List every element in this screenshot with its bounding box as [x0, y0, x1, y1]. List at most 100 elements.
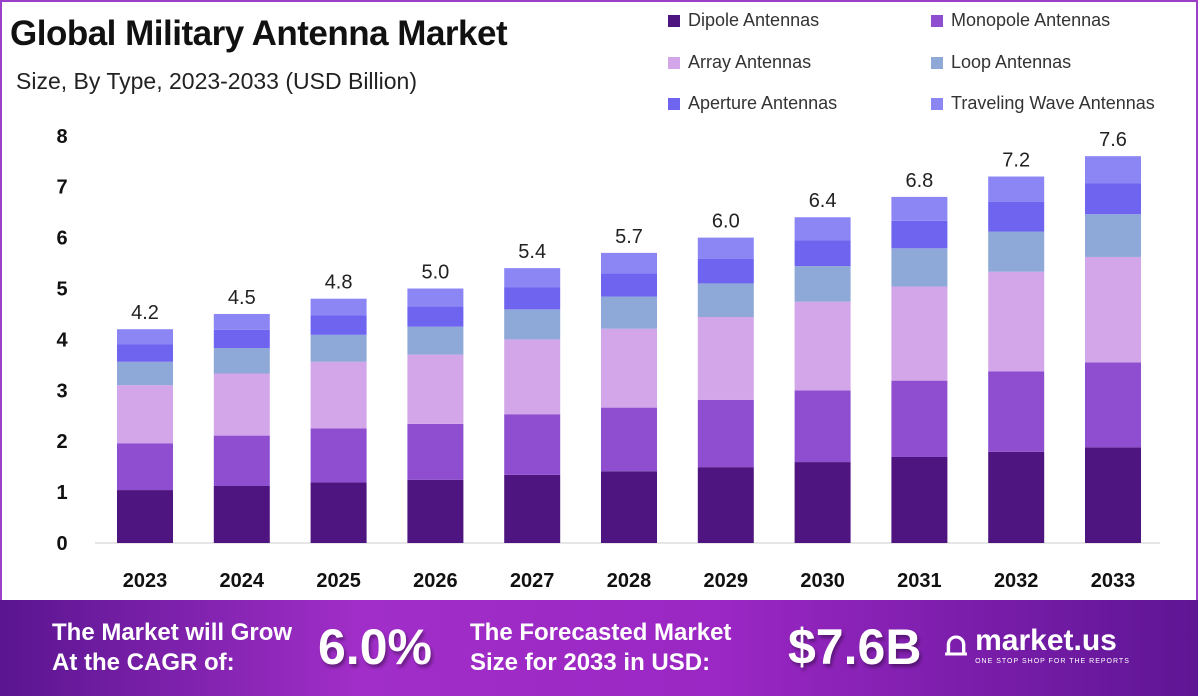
bar-segment-array-antennas [601, 328, 657, 408]
bar-total-label: 5.0 [421, 262, 449, 284]
legend-label: Aperture Antennas [688, 93, 838, 113]
bar-segment-dipole-antennas [504, 474, 561, 543]
bar-total-label: 6.8 [905, 170, 933, 192]
x-tick-label: 2030 [800, 570, 845, 592]
bar-segment-monopole-antennas [891, 380, 948, 457]
bar-segment-dipole-antennas [213, 485, 270, 543]
bar-segment-array-antennas [407, 354, 464, 424]
legend-swatch [668, 97, 680, 110]
bar-segment-traveling-wave-antennas [988, 176, 1045, 202]
bar-segment-aperture-antennas [891, 220, 948, 249]
x-tick-label: 2027 [510, 570, 555, 592]
x-tick-label: 2024 [220, 570, 265, 592]
legend-swatch [668, 14, 680, 27]
x-tick-label: 2025 [316, 570, 361, 592]
y-tick-label: 1 [56, 482, 67, 504]
logo-mark-icon: ⩍ [945, 625, 968, 663]
bar-segment-monopole-antennas [117, 443, 173, 491]
bar-segment-traveling-wave-antennas [891, 196, 948, 221]
bar-segment-loop-antennas [117, 361, 173, 386]
bar-segment-monopole-antennas [601, 407, 657, 472]
y-tick-label: 7 [56, 177, 67, 199]
y-tick-label: 4 [56, 329, 68, 351]
bar-segment-aperture-antennas [407, 306, 464, 327]
summary-banner: The Market will Grow At the CAGR of: 6.0… [0, 600, 1198, 696]
x-tick-label: 2026 [413, 570, 458, 592]
bar-total-label: 4.8 [325, 272, 353, 294]
chart-plot: 0 1 2 3 4 5 6 7 8 4.2 2023 4.5 2024 4.8 2025 5.0 2026 5.4… [56, 126, 1160, 592]
bar-segment-traveling-wave-antennas [213, 313, 270, 330]
market-us-logo: ⩍ market.us ONE STOP SHOP FOR THE REPORT… [945, 624, 1130, 665]
bar-segment-traveling-wave-antennas [794, 217, 851, 241]
bar-segment-dipole-antennas [697, 467, 754, 543]
bar-segment-array-antennas [1085, 256, 1141, 363]
forecast-value: $7.6B [788, 619, 922, 675]
bar-segment-array-antennas [504, 339, 561, 415]
bar-segment-loop-antennas [407, 326, 464, 355]
bar-segment-dipole-antennas [1085, 447, 1141, 543]
bar-total-label: 4.2 [131, 302, 159, 324]
bar-segment-loop-antennas [891, 248, 948, 287]
legend-swatch [931, 56, 943, 69]
logo-tagline: ONE STOP SHOP FOR THE REPORTS [975, 658, 1130, 665]
x-tick-label: 2031 [897, 570, 942, 592]
bar-segment-dipole-antennas [310, 482, 367, 543]
bar-segment-loop-antennas [504, 309, 561, 340]
bar-total-label: 7.6 [1099, 129, 1127, 151]
bar-segment-dipole-antennas [407, 479, 464, 543]
bar-segment-array-antennas [794, 301, 851, 391]
bar-total-label: 5.4 [518, 241, 546, 263]
x-tick-label: 2023 [123, 570, 168, 592]
legend-swatch [668, 56, 680, 69]
legend-label: Dipole Antennas [688, 10, 820, 30]
y-tick-label: 3 [56, 380, 67, 402]
bar-segment-loop-antennas [794, 266, 851, 302]
x-tick-label: 2028 [607, 570, 652, 592]
bar-segment-array-antennas [213, 373, 270, 436]
legend-swatch [931, 97, 943, 110]
y-tick-label: 5 [56, 279, 67, 301]
forecast-label-line1: The Forecasted Market [470, 619, 732, 646]
bar-segment-dipole-antennas [891, 456, 948, 543]
legend-label: Monopole Antennas [951, 10, 1111, 30]
y-tick-label: 2 [56, 431, 67, 453]
forecast-label-line2: Size for 2033 in USD: [470, 649, 711, 676]
bar-segment-monopole-antennas [697, 399, 754, 468]
bar-segment-aperture-antennas [213, 329, 270, 349]
chart-subtitle: Size, By Type, 2023-2033 (USD Billion) [16, 68, 417, 94]
legend-item: Monopole Antennas [931, 10, 1110, 31]
legend-item: Array Antennas [668, 52, 811, 73]
legend-item: Traveling Wave Antennas [931, 93, 1155, 114]
x-tick-label: 2029 [704, 570, 749, 592]
bar-segment-array-antennas [310, 361, 367, 429]
chart-title: Global Military Antenna Market [10, 14, 508, 53]
bar-segment-dipole-antennas [117, 490, 173, 543]
legend-label: Loop Antennas [951, 52, 1072, 72]
bar-total-label: 5.7 [615, 226, 643, 248]
bar-segment-loop-antennas [601, 296, 657, 329]
bar-segment-loop-antennas [310, 334, 367, 362]
bar-segment-array-antennas [891, 286, 948, 381]
bar-segment-traveling-wave-antennas [1085, 156, 1141, 184]
bar-segment-aperture-antennas [697, 258, 754, 284]
bar-total-label: 4.5 [228, 287, 256, 309]
bar-segment-aperture-antennas [794, 240, 851, 267]
y-tick-label: 8 [56, 126, 67, 148]
bar-segment-loop-antennas [988, 231, 1045, 272]
y-tick-label: 6 [56, 228, 67, 250]
bar-segment-traveling-wave-antennas [504, 268, 561, 288]
legend-item: Aperture Antennas [668, 93, 837, 114]
bar-segment-traveling-wave-antennas [407, 288, 464, 307]
bar-segment-monopole-antennas [407, 423, 464, 480]
bar-segment-dipole-antennas [988, 451, 1045, 543]
y-tick-label: 0 [56, 533, 67, 555]
bar-segment-traveling-wave-antennas [601, 252, 657, 274]
bar-segment-monopole-antennas [1085, 362, 1141, 448]
bar-segment-aperture-antennas [1085, 183, 1141, 215]
bar-segment-dipole-antennas [601, 471, 657, 543]
bar-segment-aperture-antennas [504, 287, 561, 310]
bar-segment-aperture-antennas [310, 315, 367, 335]
legend-swatch [931, 14, 943, 27]
bar-segment-aperture-antennas [117, 344, 173, 362]
bar-segment-monopole-antennas [988, 371, 1045, 452]
